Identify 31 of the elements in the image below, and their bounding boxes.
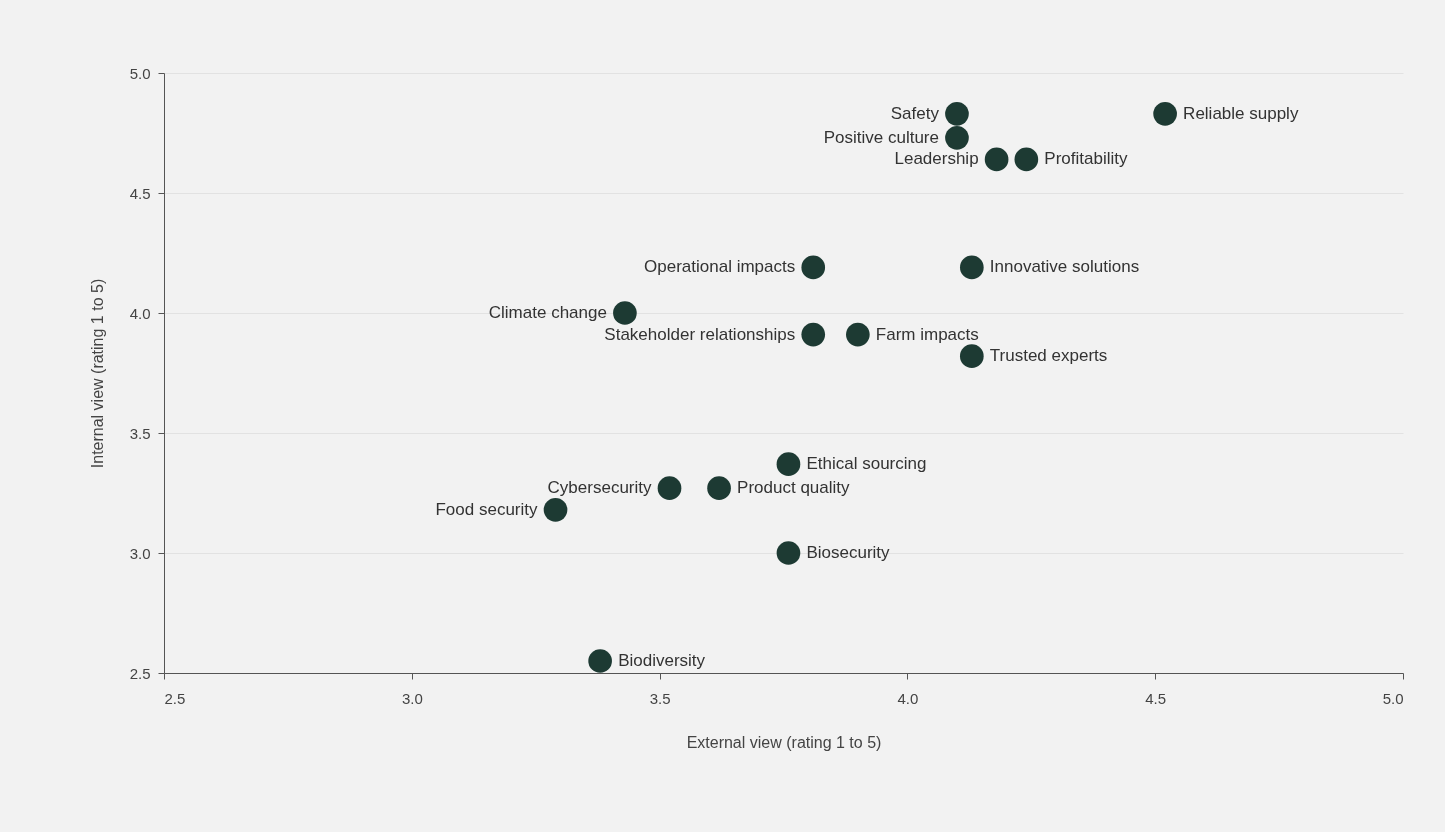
annotation: Safety [890,103,940,123]
x-axis-title: External view (rating 1 to 5) [686,733,882,751]
annotation: Cybersecurity [547,478,653,498]
annotation: Product quality [737,478,851,498]
y-tick-label: 4.0 [129,304,151,322]
annotation: Farm impacts [875,324,979,344]
annotation: Leadership [894,149,979,169]
annotation: Ethical sourcing [806,454,927,474]
y-tick-label: 5.0 [129,64,151,82]
annotation: Stakeholder relationships [604,324,796,344]
annotation: Reliable supply [1183,103,1299,123]
y-axis-title: Internal view (rating 1 to 5) [88,278,106,469]
annotation: Positive culture [823,127,939,147]
annotation: Biosecurity [806,543,891,562]
x-tick-label: 3.5 [649,689,671,707]
annotation: Trusted experts [989,346,1108,366]
annotation: Climate change [488,303,607,322]
annotation: Innovative solutions [989,257,1140,277]
x-tick-label: 3.0 [401,689,423,707]
x-tick-label: 4.5 [1145,689,1167,707]
annotation: Profitability [1044,149,1128,169]
annotation: Operational impacts [644,257,796,277]
x-tick-label: 2.5 [164,689,186,707]
y-tick-label: 3.0 [129,544,151,562]
x-tick-label: 5.0 [1382,689,1404,707]
annotation: Biodiversity [618,651,706,670]
annotation: Food security [435,499,539,519]
y-tick-label: 2.5 [129,664,151,682]
y-tick-label: 3.5 [129,424,151,442]
x-tick-label: 4.0 [897,689,919,707]
y-tick-label: 4.5 [129,184,151,202]
